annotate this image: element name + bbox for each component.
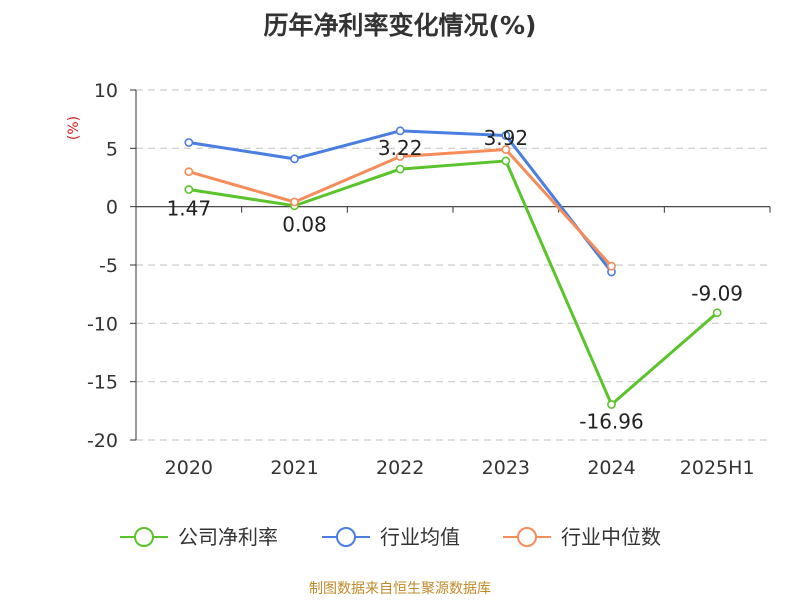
- data-point: [395, 164, 405, 174]
- data-label: 1.47: [167, 197, 212, 221]
- x-tick-label: 2021: [270, 457, 318, 479]
- data-label: 0.08: [282, 213, 327, 237]
- data-label: -16.96: [579, 410, 643, 434]
- y-tick-label: 0: [106, 197, 118, 219]
- legend-marker-1: [336, 527, 356, 547]
- data-point: [607, 400, 616, 409]
- data-point: [501, 145, 511, 154]
- y-axis-label: (%): [66, 116, 82, 140]
- data-point: [184, 167, 194, 177]
- data-label: 3.92: [484, 126, 529, 150]
- data-point: [290, 154, 299, 164]
- y-tick-label: 5: [106, 138, 118, 160]
- y-tick-label: -15: [87, 372, 118, 394]
- data-point: [395, 152, 405, 161]
- y-tick-label: -10: [87, 313, 118, 335]
- data-point: [184, 185, 194, 194]
- data-point: [501, 156, 511, 166]
- legend-marker-2: [517, 527, 537, 547]
- x-tick-label: 2023: [482, 457, 530, 479]
- y-tick-label: -20: [87, 430, 118, 452]
- data-point: [290, 197, 299, 207]
- legend-label-1: 行业均值: [380, 525, 460, 549]
- data-point: [501, 131, 511, 140]
- chart-title: 历年净利率变化情况(%): [263, 11, 537, 40]
- series-line-0: [188, 159, 719, 407]
- legend-label-2: 行业中位数: [561, 525, 661, 549]
- data-label: -9.09: [691, 282, 743, 306]
- x-tick-label: 2020: [165, 457, 213, 479]
- data-source: 制图数据来自恒生聚源数据库: [309, 581, 491, 597]
- data-point: [607, 261, 616, 271]
- legend-label-0: 公司净利率: [178, 525, 278, 549]
- data-label: 3.22: [378, 136, 423, 160]
- x-tick-label: 2024: [587, 457, 635, 479]
- legend-marker-0: [134, 527, 154, 547]
- x-tick-label: 2022: [376, 457, 424, 479]
- data-point: [712, 308, 722, 318]
- x-tick-label: 2025H1: [680, 457, 755, 479]
- y-tick-label: 10: [94, 80, 118, 102]
- data-point: [395, 126, 405, 136]
- y-tick-label: -5: [99, 255, 118, 277]
- data-point: [184, 138, 194, 147]
